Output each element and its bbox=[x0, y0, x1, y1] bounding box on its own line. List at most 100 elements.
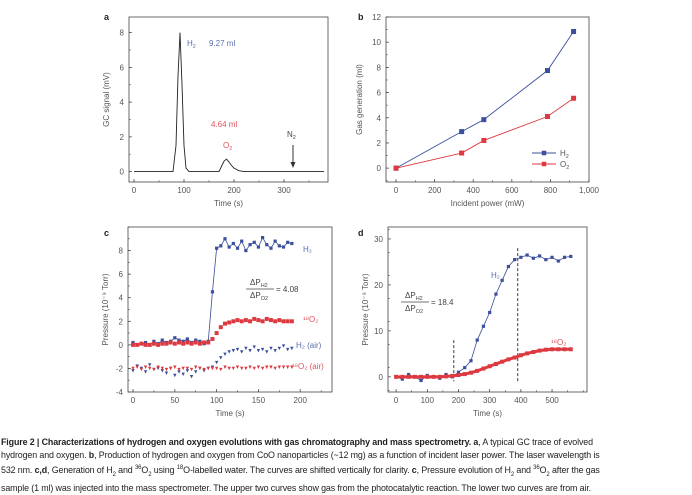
y-tick-label: 4 bbox=[120, 98, 125, 107]
ratio-denominator: ΔPO2 bbox=[250, 291, 268, 302]
caption-text: , A typical GC trace of evolved bbox=[478, 437, 593, 447]
data-point-o2-18 bbox=[156, 342, 161, 347]
caption-text: 2 bbox=[510, 471, 515, 478]
data-point-o2-18 bbox=[462, 372, 467, 377]
data-point-h2-air bbox=[240, 350, 244, 354]
data-point-o2-18-air bbox=[260, 366, 265, 371]
data-point-o2-18 bbox=[252, 316, 257, 321]
data-point-o2-18-air bbox=[248, 365, 252, 369]
data-point-o2-18 bbox=[456, 372, 461, 377]
data-point-h2 bbox=[185, 337, 189, 341]
series-line-o2 bbox=[395, 97, 574, 169]
data-point-o2-18-air bbox=[227, 366, 231, 371]
data-point-o2-18 bbox=[151, 341, 156, 346]
x-tick-label: 100 bbox=[421, 396, 435, 405]
data-point-o2-18 bbox=[164, 341, 169, 346]
data-point-o2-18-air bbox=[281, 365, 286, 369]
data-point-h2-air bbox=[143, 370, 148, 374]
data-point-h2-air bbox=[131, 369, 135, 373]
data-point-o2 bbox=[459, 150, 465, 156]
caption-text: , Production of hydrogen and oxygen from… bbox=[94, 450, 600, 460]
data-point-h2 bbox=[469, 359, 473, 363]
x-tick-label: 300 bbox=[483, 396, 497, 405]
data-point-o2-18 bbox=[493, 361, 498, 366]
label-main: H bbox=[187, 39, 193, 48]
caption-text: 532 nm. bbox=[1, 464, 35, 475]
series-line-h2 bbox=[395, 254, 571, 381]
caption-text: 18 bbox=[176, 465, 184, 471]
data-point-h2-air bbox=[265, 350, 269, 354]
data-point-o2-18 bbox=[273, 319, 278, 324]
x-tick-label: 50 bbox=[170, 396, 179, 405]
data-point-o2-18 bbox=[177, 340, 181, 345]
data-point-h2 bbox=[240, 239, 244, 243]
data-point-h2-air bbox=[252, 345, 256, 349]
label-subscript: 2 bbox=[293, 135, 296, 141]
y-tick-label: 4 bbox=[119, 294, 124, 303]
data-point-h2 bbox=[544, 258, 548, 262]
caption-text: , Generation of H bbox=[47, 464, 113, 475]
plot-frame bbox=[387, 226, 588, 393]
data-point-o2-18 bbox=[450, 373, 455, 378]
data-point-o2-18-air bbox=[135, 365, 139, 369]
data-point-h2 bbox=[562, 255, 567, 259]
data-point-o2-18 bbox=[168, 340, 173, 345]
legend-entry-o2: O2 bbox=[560, 160, 569, 171]
y-tick-label: 12 bbox=[372, 13, 381, 22]
data-point-o2-18 bbox=[487, 364, 492, 369]
plot-frame bbox=[385, 16, 590, 183]
y-tick-label: 2 bbox=[377, 139, 382, 148]
data-point-h2-air bbox=[281, 344, 286, 348]
y-tick-label: 0 bbox=[377, 164, 382, 173]
data-point-h2-air bbox=[273, 349, 277, 353]
ratio-value: = 4.08 bbox=[276, 285, 299, 294]
ratio-value: = 18.4 bbox=[431, 298, 454, 307]
y-axis-label: Pressure (10⁻⁹ Torr) bbox=[101, 273, 110, 345]
data-point-h2-air bbox=[194, 370, 198, 374]
caption-text: O bbox=[141, 464, 149, 475]
data-point-h2 bbox=[531, 256, 535, 260]
data-point-o2-18-air bbox=[148, 366, 152, 371]
x-axis-label: Time (s) bbox=[473, 409, 502, 418]
x-tick-label: 600 bbox=[505, 186, 519, 195]
data-point-o2-18 bbox=[412, 374, 417, 379]
data-point-o2-18 bbox=[227, 320, 232, 325]
caption-text: 2 bbox=[148, 471, 152, 478]
caption-text: , Pressure evolution of H bbox=[416, 464, 511, 475]
data-point-o2-18 bbox=[444, 374, 449, 379]
data-point-o2 bbox=[481, 137, 487, 143]
data-point-o2-18 bbox=[260, 319, 265, 324]
label-subscript: 2 bbox=[566, 154, 569, 160]
data-point-h2-air bbox=[148, 363, 152, 367]
label-main: H bbox=[560, 149, 566, 158]
data-point-o2-18 bbox=[193, 340, 198, 345]
data-point-h2 bbox=[177, 338, 181, 342]
x-tick-label: 0 bbox=[132, 186, 137, 195]
data-point-h2 bbox=[481, 324, 486, 328]
data-point-h2-air bbox=[269, 346, 273, 351]
ratio-delta-p: ΔP bbox=[405, 291, 416, 300]
data-point-h2 bbox=[252, 240, 256, 244]
data-point-o2-18 bbox=[289, 319, 294, 324]
y-tick-label: 10 bbox=[372, 38, 381, 47]
data-point-o2-18-air bbox=[168, 366, 173, 371]
panel-letter: a bbox=[104, 12, 110, 22]
legend-marker bbox=[541, 150, 547, 156]
data-point-o2-18-air bbox=[185, 366, 190, 371]
data-point-o2-18 bbox=[431, 374, 436, 379]
data-point-o2-18 bbox=[235, 318, 240, 323]
x-axis-label: Incident power (mW) bbox=[451, 199, 525, 208]
data-point-o2 bbox=[571, 95, 577, 101]
data-point-h2 bbox=[475, 338, 479, 342]
data-point-h2 bbox=[500, 278, 504, 282]
data-point-o2-18-air bbox=[223, 365, 227, 369]
y-tick-label: 10 bbox=[374, 327, 383, 336]
data-point-h2-air bbox=[227, 350, 231, 354]
data-point-o2-18 bbox=[131, 342, 136, 347]
data-point-h2 bbox=[456, 370, 461, 374]
legend-entry-h2: H2 bbox=[560, 149, 569, 160]
x-tick-label: 400 bbox=[467, 186, 481, 195]
caption-text: hydrogen and oxygen. bbox=[1, 450, 89, 460]
series-label-h2-air: H₂ (air) bbox=[296, 341, 322, 350]
